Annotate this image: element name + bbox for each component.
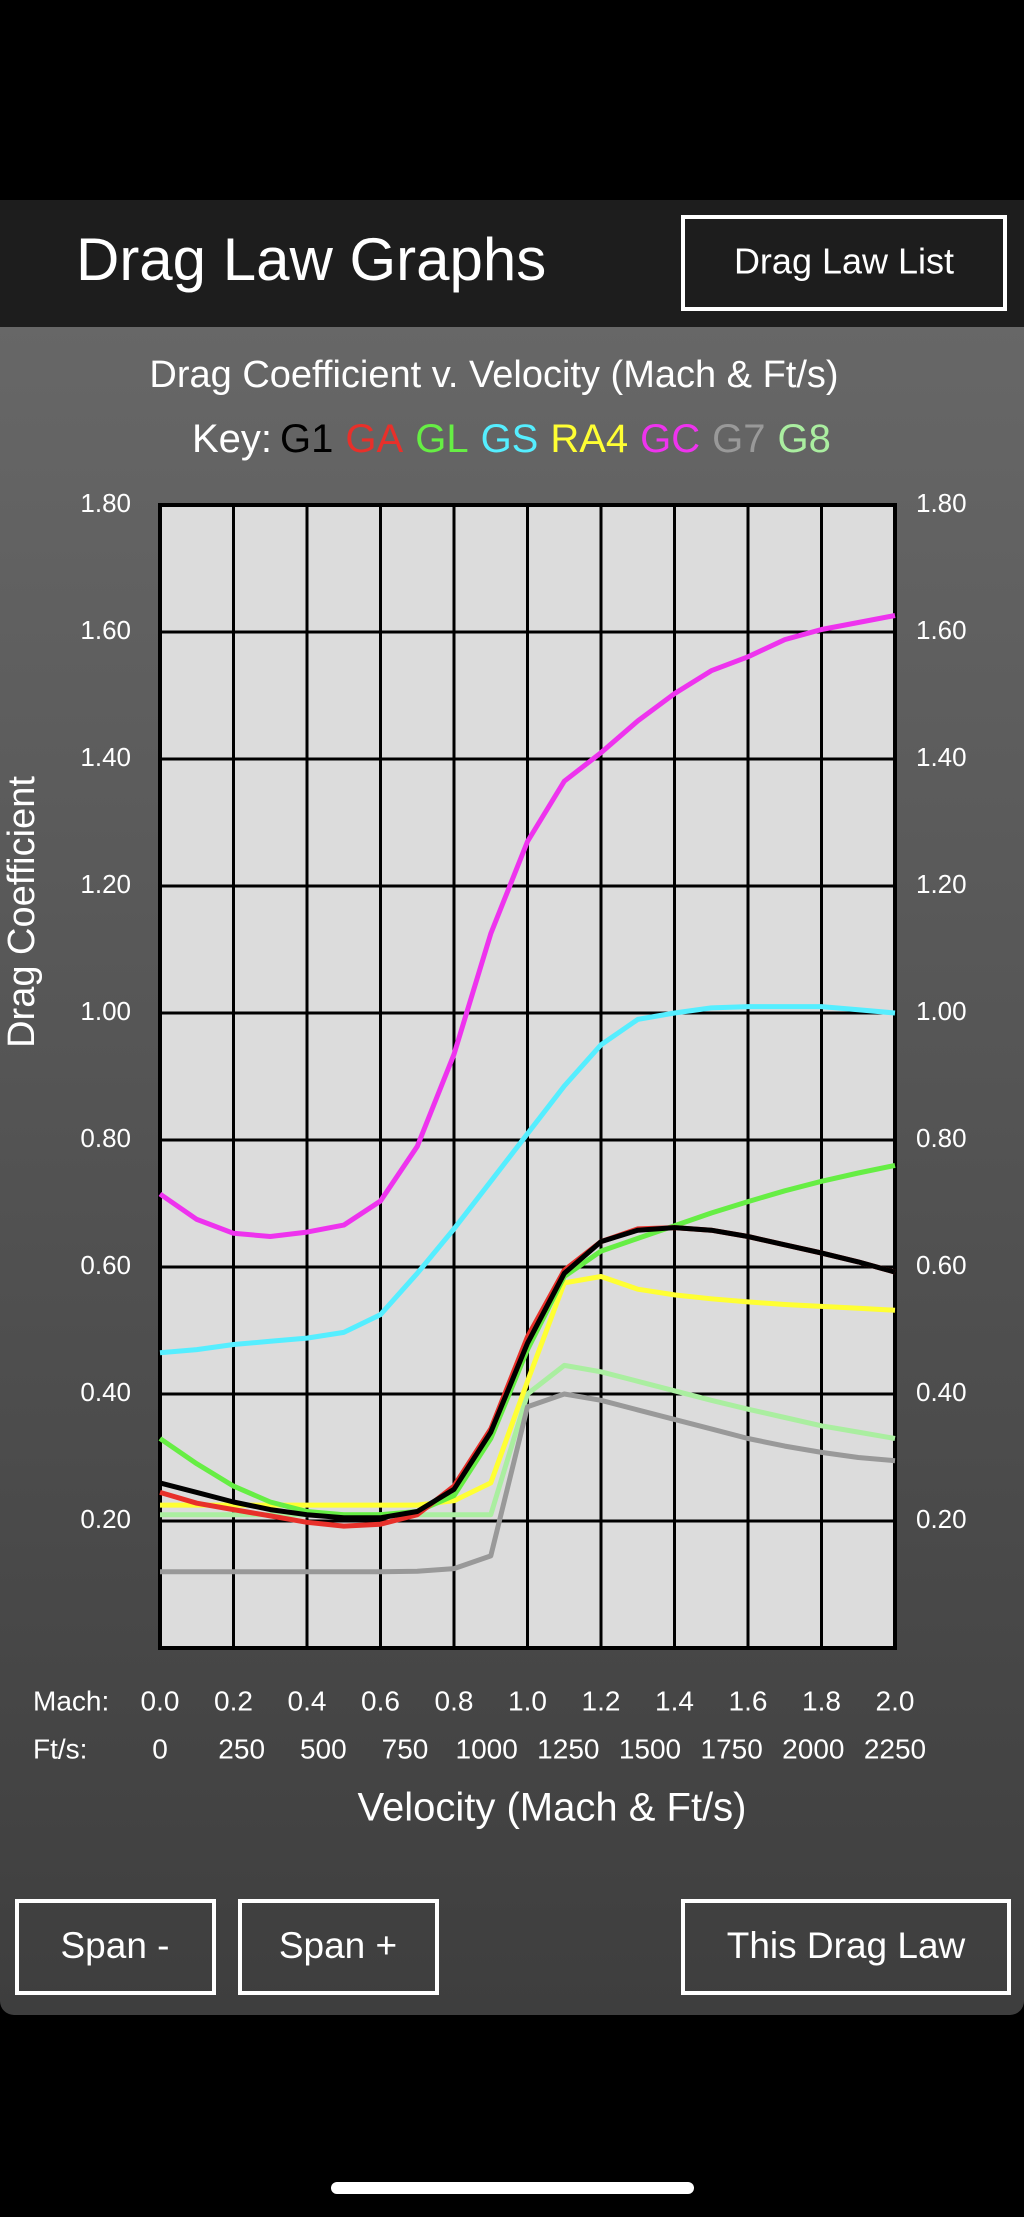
x2-tick-label: 750 <box>382 1733 429 1764</box>
header-title: Drag Law Graphs <box>76 226 546 293</box>
legend-entry: GC <box>640 417 700 461</box>
legend-entry: G1 <box>280 417 333 461</box>
y-tick-label-right: 1.60 <box>916 615 967 645</box>
legend-entry: GS <box>481 417 539 461</box>
y-axis-title: Drag Coefficient <box>1 776 43 1048</box>
plot-frame <box>158 503 897 1650</box>
x2-tick-label: 1000 <box>456 1733 518 1764</box>
x2-tick-label: 1750 <box>701 1733 763 1764</box>
button-label: Span - <box>60 1925 169 1966</box>
y-tick-label-right: 0.20 <box>916 1504 967 1534</box>
x-tick-label: 0.6 <box>361 1685 400 1716</box>
y-tick-label-right: 1.00 <box>916 996 967 1026</box>
x-tick-label: 1.4 <box>655 1685 694 1716</box>
x2-tick-label: 2000 <box>782 1733 844 1764</box>
button-label: Drag Law List <box>734 241 954 282</box>
button-label: This Drag Law <box>727 1925 966 1966</box>
x-tick-label: 1.2 <box>582 1685 621 1716</box>
x-row-label: Mach: <box>33 1685 109 1716</box>
legend-entry: G8 <box>778 417 831 461</box>
y-tick-label: 1.00 <box>80 996 131 1026</box>
chart-title: Drag Coefficient v. Velocity (Mach & Ft/… <box>149 354 838 396</box>
y-tick-label: 1.60 <box>80 615 131 645</box>
legend: Key: G1 GA GL GS RA4 GC G7 G8 <box>192 417 831 461</box>
x2-tick-label: 1250 <box>537 1733 599 1764</box>
span-minus-button[interactable]: Span - <box>15 1899 216 1995</box>
y-tick-label: 0.60 <box>80 1250 131 1280</box>
legend-entry: GL <box>415 417 468 461</box>
button-frame <box>681 1899 1011 1995</box>
x-axis-title: Velocity (Mach & Ft/s) <box>358 1786 747 1830</box>
y-tick-label-right: 1.40 <box>916 742 967 772</box>
y-tick-label: 1.40 <box>80 742 131 772</box>
x-tick-label: 2.0 <box>876 1685 915 1716</box>
x2-tick-label: 1500 <box>619 1733 681 1764</box>
series-line <box>159 1004 896 1356</box>
y-tick-label-right: 0.80 <box>916 1123 967 1153</box>
button-frame <box>15 1899 216 1995</box>
y-tick-label: 0.80 <box>80 1123 131 1153</box>
legend-entry: GA <box>345 417 403 461</box>
this-drag-law-button[interactable]: This Drag Law <box>681 1899 1011 1995</box>
legend-title: Key: <box>192 417 272 461</box>
x-tick-label: 1.6 <box>729 1685 768 1716</box>
button-frame <box>681 215 1007 311</box>
x-tick-label: 1.8 <box>802 1685 841 1716</box>
x-tick-label: 0.4 <box>288 1685 327 1716</box>
y-tick-label: 1.80 <box>80 488 131 518</box>
x2-tick-label: 0 <box>152 1733 168 1764</box>
x2-tick-label: 2250 <box>864 1733 926 1764</box>
y-tick-label: 0.20 <box>80 1504 131 1534</box>
button-frame <box>238 1899 439 1995</box>
y-tick-label-right: 1.20 <box>916 869 967 899</box>
x-tick-label: 1.0 <box>508 1685 547 1716</box>
span-plus-button[interactable]: Span + <box>238 1899 439 1995</box>
x2-tick-label: 500 <box>300 1733 347 1764</box>
header-bar <box>0 200 1024 327</box>
home-indicator <box>331 2182 694 2194</box>
legend-entry: G7 <box>712 417 765 461</box>
x-tick-label: 0.8 <box>435 1685 474 1716</box>
y-tick-label: 1.20 <box>80 869 131 899</box>
series-line <box>160 1391 896 1575</box>
x2-tick-label: 250 <box>218 1733 265 1764</box>
x-tick-label: 0.2 <box>214 1685 253 1716</box>
x2-row-label: Ft/s: <box>33 1733 87 1764</box>
series-line <box>160 1362 896 1518</box>
y-tick-label: 0.40 <box>80 1377 131 1407</box>
button-label: Span + <box>279 1925 397 1966</box>
y-tick-label-right: 1.80 <box>916 488 967 518</box>
series-line <box>159 1225 896 1521</box>
x-tick-label: 0.0 <box>141 1685 180 1716</box>
legend-entry: RA4 <box>550 417 628 461</box>
series-line <box>158 613 896 1239</box>
drag-law-list-button[interactable]: Drag Law List <box>681 215 1007 311</box>
y-tick-label-right: 0.40 <box>916 1377 967 1407</box>
y-tick-label-right: 0.60 <box>916 1250 967 1280</box>
